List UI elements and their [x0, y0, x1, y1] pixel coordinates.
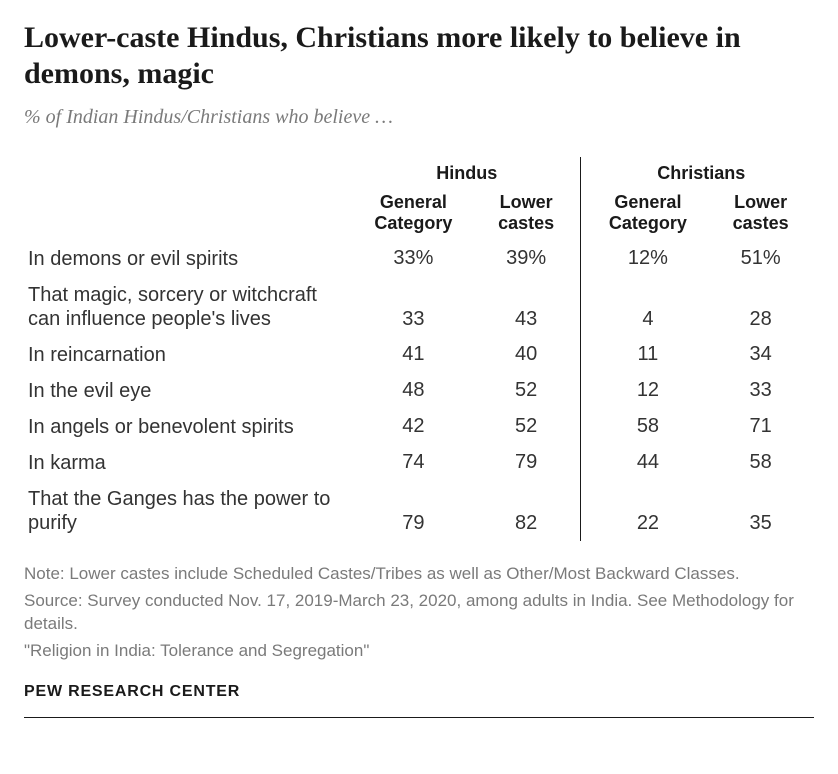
divider — [580, 481, 589, 541]
table-row: In angels or benevolent spirits 42 52 58… — [24, 409, 814, 445]
subheader-christians-lower: Lower castes — [707, 186, 814, 241]
subheader-label: General Category — [603, 192, 693, 233]
data-cell: 44 — [589, 445, 708, 481]
table-row: In the evil eye 48 52 12 33 — [24, 373, 814, 409]
data-cell: 74 — [354, 445, 473, 481]
data-cell: 4 — [589, 277, 708, 337]
data-cell: 12% — [589, 241, 708, 277]
data-cell: 42 — [354, 409, 473, 445]
page-title: Lower-caste Hindus, Christians more like… — [24, 20, 814, 92]
data-cell: 51% — [707, 241, 814, 277]
divider — [580, 409, 589, 445]
divider — [580, 337, 589, 373]
data-cell: 79 — [473, 445, 580, 481]
table-group-header: Hindus Christians — [24, 157, 814, 186]
data-cell: 52 — [473, 373, 580, 409]
attribution: PEW RESEARCH CENTER — [24, 683, 814, 701]
group-header-hindus: Hindus — [354, 157, 580, 186]
data-cell: 40 — [473, 337, 580, 373]
data-cell: 52 — [473, 409, 580, 445]
data-cell: 41 — [354, 337, 473, 373]
data-cell: 28 — [707, 277, 814, 337]
table-row: In reincarnation 41 40 11 34 — [24, 337, 814, 373]
data-cell: 79 — [354, 481, 473, 541]
data-cell: 11 — [589, 337, 708, 373]
report-title-text: "Religion in India: Tolerance and Segreg… — [24, 640, 814, 663]
subheader-hindus-general: General Category — [354, 186, 473, 241]
subheader-label: General Category — [368, 192, 458, 233]
data-cell: 58 — [707, 445, 814, 481]
data-cell: 35 — [707, 481, 814, 541]
divider — [580, 186, 589, 241]
row-label: In reincarnation — [24, 337, 354, 373]
divider — [580, 157, 589, 186]
subheader-label: Lower castes — [721, 192, 801, 233]
row-label: That the Ganges has the power to purify — [24, 481, 354, 541]
row-label: In angels or benevolent spirits — [24, 409, 354, 445]
divider — [580, 445, 589, 481]
header-spacer — [24, 186, 354, 241]
page-subtitle: % of Indian Hindus/Christians who believ… — [24, 106, 814, 129]
data-cell: 22 — [589, 481, 708, 541]
subheader-christians-general: General Category — [589, 186, 708, 241]
row-label: In karma — [24, 445, 354, 481]
table-row: That magic, sorcery or witchcraft can in… — [24, 277, 814, 337]
table-row: In demons or evil spirits 33% 39% 12% 51… — [24, 241, 814, 277]
row-label: In demons or evil spirits — [24, 241, 354, 277]
data-cell: 12 — [589, 373, 708, 409]
divider — [580, 373, 589, 409]
data-cell: 48 — [354, 373, 473, 409]
divider — [580, 241, 589, 277]
source-text: Source: Survey conducted Nov. 17, 2019-M… — [24, 590, 814, 636]
divider — [580, 277, 589, 337]
data-cell: 71 — [707, 409, 814, 445]
data-cell: 39% — [473, 241, 580, 277]
note-text: Note: Lower castes include Scheduled Cas… — [24, 563, 814, 586]
data-table: Hindus Christians General Category Lower… — [24, 157, 814, 541]
subheader-label: Lower castes — [486, 192, 566, 233]
subheader-hindus-lower: Lower castes — [473, 186, 580, 241]
data-cell: 33% — [354, 241, 473, 277]
data-cell: 82 — [473, 481, 580, 541]
data-cell: 33 — [354, 277, 473, 337]
table-sub-header: General Category Lower castes General Ca… — [24, 186, 814, 241]
group-header-christians: Christians — [589, 157, 814, 186]
data-cell: 34 — [707, 337, 814, 373]
row-label: That magic, sorcery or witchcraft can in… — [24, 277, 354, 337]
table-row: That the Ganges has the power to purify … — [24, 481, 814, 541]
data-cell: 58 — [589, 409, 708, 445]
data-cell: 33 — [707, 373, 814, 409]
data-cell: 43 — [473, 277, 580, 337]
header-spacer — [24, 157, 354, 186]
bottom-rule — [24, 717, 814, 718]
table-row: In karma 74 79 44 58 — [24, 445, 814, 481]
row-label: In the evil eye — [24, 373, 354, 409]
table-body: In demons or evil spirits 33% 39% 12% 51… — [24, 241, 814, 541]
